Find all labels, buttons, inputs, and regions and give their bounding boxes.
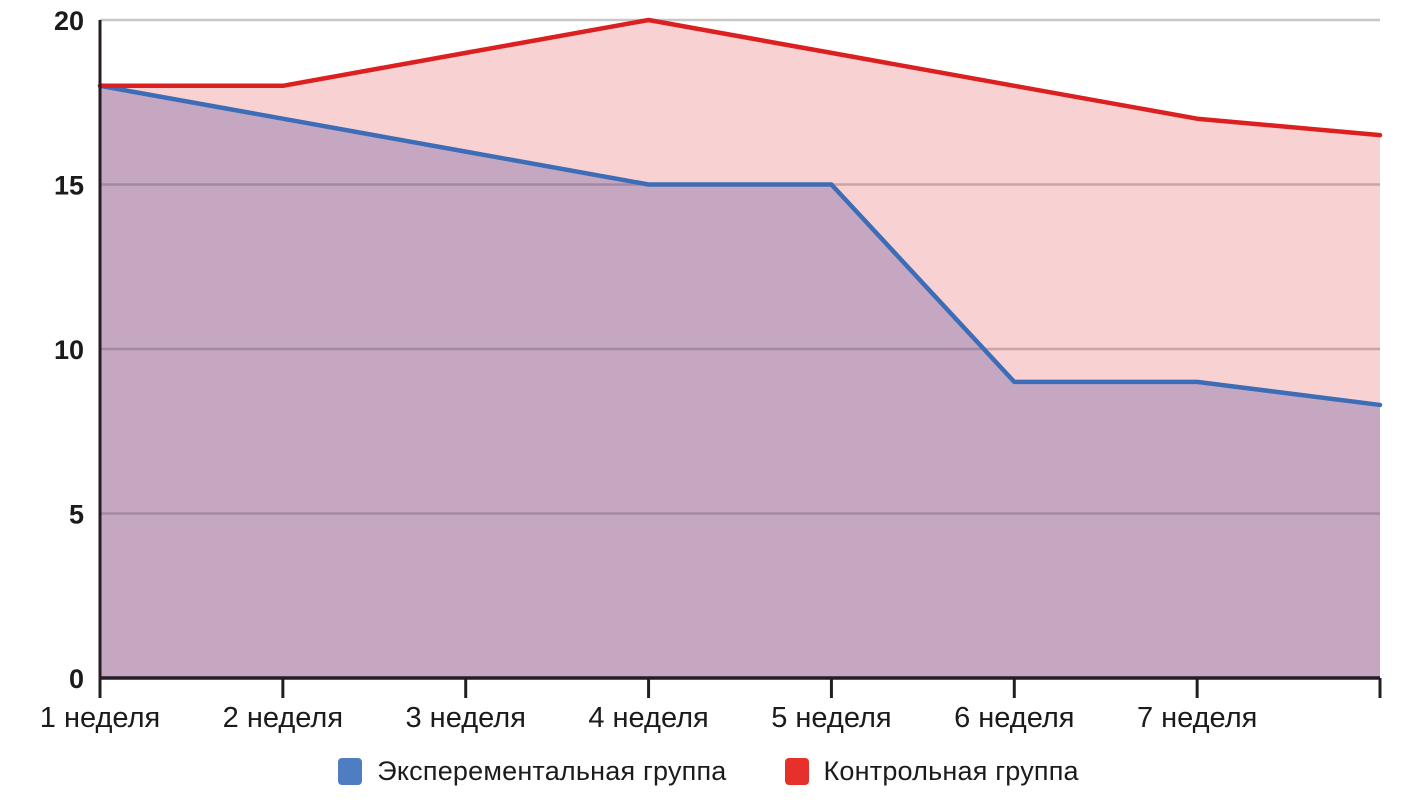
x-tick-label: 3 неделя bbox=[406, 702, 526, 734]
y-tick-label: 20 bbox=[54, 6, 84, 36]
y-tick-label: 15 bbox=[54, 171, 84, 201]
legend-swatch-icon bbox=[338, 758, 363, 785]
series-area-0 bbox=[100, 85, 1380, 679]
series-line-0 bbox=[97, 83, 1383, 408]
x-tick-label: 7 неделя bbox=[1137, 702, 1257, 734]
chart-canvas: 0 5 10 15 20 1 неделя 2 неделя 3 неделя 4 неделя… bbox=[40, 6, 1383, 734]
legend-swatch-icon bbox=[784, 758, 809, 785]
x-tick-label: 2 неделя bbox=[223, 702, 343, 734]
chart-legend: Эксперементальная группа Контрольная груп… bbox=[0, 756, 1417, 787]
legend-item-1: Контрольная группа bbox=[784, 756, 1079, 787]
x-tick-label: 6 неделя bbox=[954, 702, 1074, 734]
y-tick-label: 5 bbox=[69, 500, 84, 530]
series-area-1 bbox=[100, 20, 1380, 678]
series-line-1 bbox=[97, 17, 1383, 138]
legend-label: Контрольная группа bbox=[823, 756, 1079, 786]
x-tick-label: 4 неделя bbox=[588, 702, 708, 734]
y-tick-label: 10 bbox=[54, 335, 84, 365]
legend-label: Эксперементальная группа bbox=[377, 756, 727, 786]
x-tick-label: 1 неделя bbox=[40, 702, 160, 734]
legend-item-0: Эксперементальная группа bbox=[338, 756, 726, 787]
x-tick-label: 5 неделя bbox=[771, 702, 891, 734]
y-tick-label: 0 bbox=[69, 664, 84, 694]
